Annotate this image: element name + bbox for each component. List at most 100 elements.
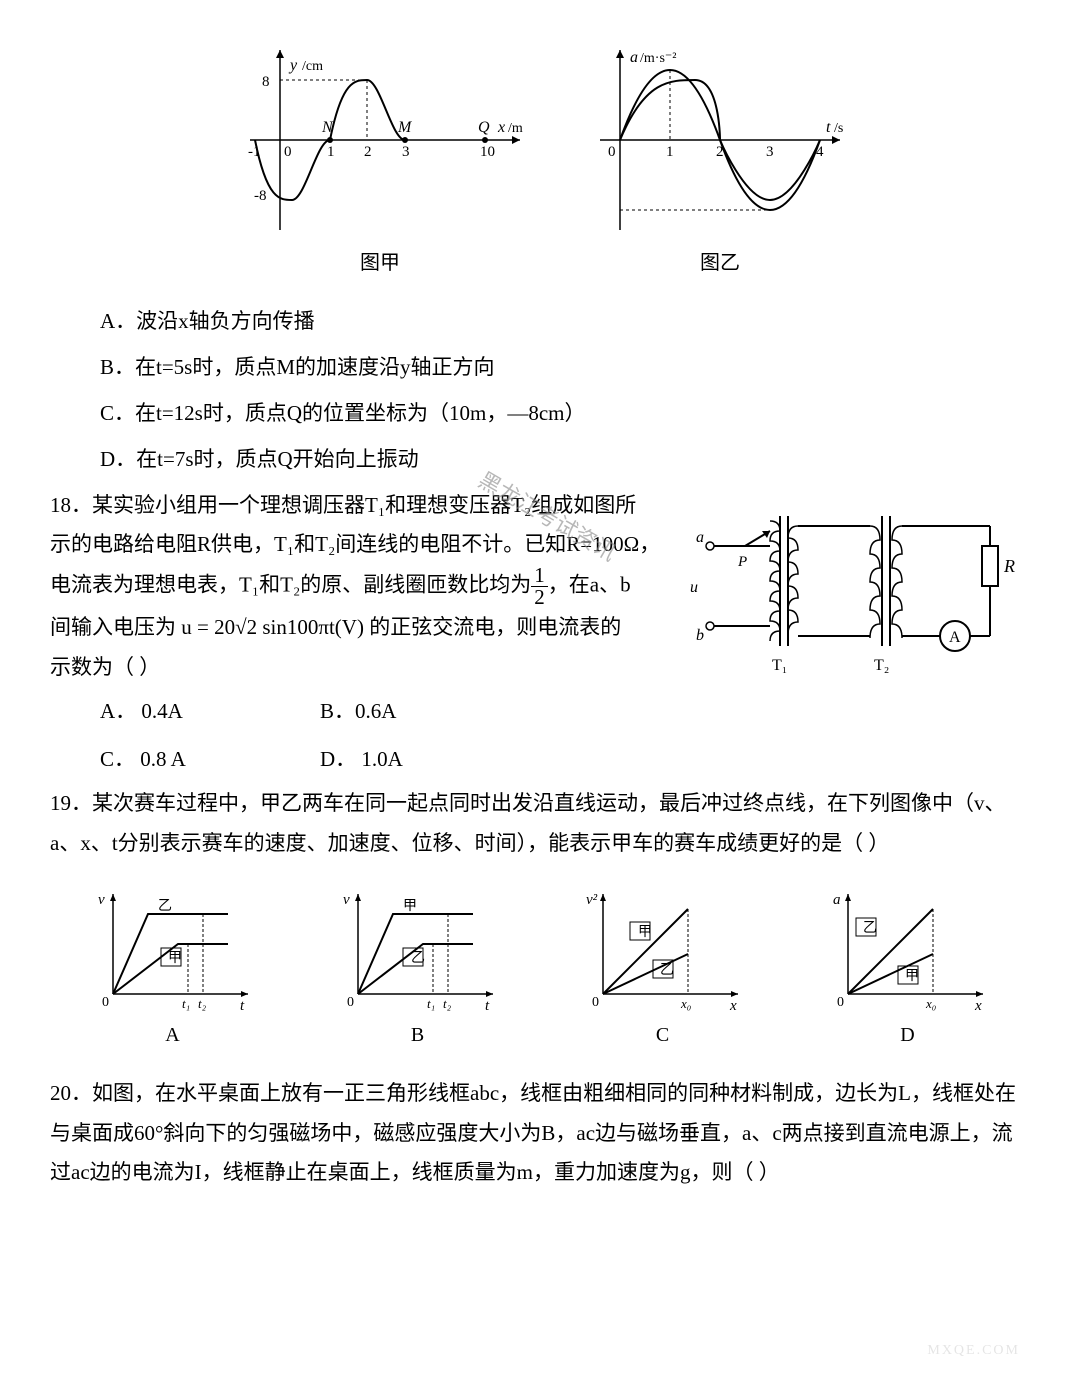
graph-c: v² x 0 甲 乙 x₀ C — [578, 884, 748, 1054]
svg-text:v: v — [98, 892, 105, 908]
svg-text:R: R — [1003, 556, 1015, 576]
svg-text:2: 2 — [364, 144, 372, 160]
q18-num: 18． — [50, 493, 92, 517]
svg-text:3: 3 — [766, 144, 774, 160]
figure-yi-caption: 图乙 — [700, 244, 740, 282]
svg-text:t: t — [485, 998, 490, 1014]
svg-text:v: v — [343, 892, 350, 908]
q20-text: 如图，在水平桌面上放有一正三角形线框abc，线框由粗细相同的同种材料制成，边长为… — [50, 1081, 1016, 1185]
svg-text:4: 4 — [816, 144, 824, 160]
svg-text:y: y — [288, 57, 298, 74]
figures-row: y/cm 8 -8 -1 0 1 2 3 10 x/m N M Q 图甲 — [50, 40, 1030, 282]
svg-text:8: 8 — [262, 74, 270, 90]
svg-text:乙: 乙 — [158, 898, 172, 914]
q19-text: 某次赛车过程中，甲乙两车在同一起点同时出发沿直线运动，最后冲过终点线，在下列图像… — [50, 791, 1006, 855]
svg-text:x: x — [497, 119, 505, 136]
svg-text:t₂: t₂ — [198, 996, 207, 1011]
figure-jia-svg: y/cm 8 -8 -1 0 1 2 3 10 x/m N M Q — [230, 40, 530, 240]
svg-text:0: 0 — [284, 144, 292, 160]
q18-opt-b: B．0.6A — [320, 692, 540, 732]
graph-a: v t 0 乙 甲 t₁ t₂ A — [88, 884, 258, 1054]
svg-text:a: a — [630, 49, 638, 66]
q17-option-b: B．在t=5s时，质点M的加速度沿y轴正方向 — [100, 348, 1030, 388]
svg-text:1: 1 — [327, 144, 335, 160]
svg-text:t: t — [240, 998, 245, 1014]
frac-num: 1 — [531, 565, 548, 587]
svg-text:a: a — [833, 892, 841, 908]
svg-text:/m: /m — [508, 121, 523, 136]
svg-text:T₂: T₂ — [874, 657, 889, 674]
svg-text:v²: v² — [586, 892, 598, 908]
q18-opt-a: A． 0.4A — [100, 692, 320, 732]
svg-text:-1: -1 — [248, 144, 261, 160]
graph-d: a x 0 乙 甲 x₀ D — [823, 884, 993, 1054]
q20-num: 20． — [50, 1081, 92, 1105]
q17-option-c: C．在t=12s时，质点Q的位置坐标为（10m，—8cm） — [100, 394, 1030, 434]
graph-d-letter: D — [900, 1016, 914, 1054]
svg-text:0: 0 — [347, 995, 354, 1010]
q19: 19．某次赛车过程中，甲乙两车在同一起点同时出发沿直线运动，最后冲过终点线，在下… — [50, 784, 1030, 864]
graph-a-letter: A — [165, 1016, 179, 1054]
svg-text:x: x — [729, 998, 737, 1014]
svg-text:t: t — [826, 119, 831, 136]
svg-text:-8: -8 — [254, 188, 267, 204]
svg-text:1: 1 — [666, 144, 674, 160]
q20: 20．如图，在水平桌面上放有一正三角形线框abc，线框由粗细相同的同种材料制成，… — [50, 1074, 1030, 1194]
svg-text:乙: 乙 — [660, 962, 674, 978]
q18-options: A． 0.4A B．0.6A C． 0.8 A D． 1.0A — [50, 688, 670, 784]
svg-text:x₀: x₀ — [680, 996, 691, 1011]
watermark-logo: MXQE.COM — [927, 1338, 1020, 1365]
q18-opt-d: D． 1.0A — [320, 740, 540, 780]
q18-opt-c: C． 0.8 A — [100, 740, 320, 780]
svg-text:0: 0 — [608, 144, 616, 160]
svg-text:P: P — [737, 554, 747, 570]
svg-text:0: 0 — [837, 995, 844, 1010]
figure-jia-caption: 图甲 — [360, 244, 400, 282]
q18-t2: 示的电路给电阻R供电，T₁和T₂间连线的电阻不计。已知R=100Ω， — [50, 532, 660, 556]
svg-text:b: b — [696, 627, 704, 644]
svg-text:/m·s⁻²: /m·s⁻² — [640, 51, 676, 66]
svg-text:x₀: x₀ — [925, 996, 936, 1011]
svg-text:10: 10 — [480, 144, 495, 160]
q19-graphs: v t 0 乙 甲 t₁ t₂ A v t 0 甲 — [50, 884, 1030, 1054]
svg-text:0: 0 — [102, 995, 109, 1010]
q19-num: 19． — [50, 791, 92, 815]
svg-text:N: N — [321, 119, 334, 136]
svg-text:u: u — [690, 579, 698, 596]
svg-text:a: a — [696, 529, 704, 546]
svg-text:t₁: t₁ — [182, 996, 190, 1011]
q18-t3: 电流表为理想电表，T₁和T₂的原、副线圈匝数比均为 — [50, 573, 531, 597]
graph-c-letter: C — [656, 1016, 669, 1054]
svg-text:T₁: T₁ — [772, 657, 787, 674]
svg-text:x: x — [974, 998, 982, 1014]
frac-den: 2 — [531, 587, 548, 608]
svg-text:3: 3 — [402, 144, 410, 160]
q18-circuit: a b u P T₁ T₂ R A — [690, 486, 1030, 686]
svg-text:甲: 甲 — [168, 951, 182, 966]
svg-text:t₂: t₂ — [443, 996, 452, 1011]
q18: 18．某实验小组用一个理想调压器T₁和理想变压器T₂组成如图所 示的电路给电阻R… — [50, 486, 1030, 784]
figure-yi-svg: a/m·s⁻² 0 1 2 3 4 t/s — [590, 40, 850, 240]
graph-b-letter: B — [411, 1016, 424, 1054]
q18-t3b: ，在a、b — [548, 573, 631, 597]
svg-text:M: M — [397, 119, 413, 136]
svg-text:Q: Q — [478, 119, 490, 136]
q18-t5: 示数为（ ） — [50, 655, 160, 679]
q17-options: A．波沿x轴负方向传播 B．在t=5s时，质点M的加速度沿y轴正方向 C．在t=… — [50, 302, 1030, 480]
svg-text:/cm: /cm — [302, 59, 323, 74]
svg-text:A: A — [949, 629, 961, 646]
svg-text:甲: 甲 — [905, 969, 919, 984]
figure-yi: a/m·s⁻² 0 1 2 3 4 t/s 图乙 — [590, 40, 850, 282]
q18-t4: 间输入电压为 u = 20√2 sin100πt(V) 的正弦交流电，则电流表的 — [50, 615, 621, 639]
q17-option-a: A．波沿x轴负方向传播 — [100, 302, 1030, 342]
figure-jia: y/cm 8 -8 -1 0 1 2 3 10 x/m N M Q 图甲 — [230, 40, 530, 282]
svg-text:2: 2 — [716, 144, 724, 160]
svg-text:t₁: t₁ — [427, 996, 435, 1011]
graph-b: v t 0 甲 乙 t₁ t₂ B — [333, 884, 503, 1054]
q17-option-d: D．在t=7s时，质点Q开始向上振动 — [100, 440, 1030, 480]
svg-text:/s: /s — [834, 121, 843, 136]
svg-text:0: 0 — [592, 995, 599, 1010]
q18-t1: 某实验小组用一个理想调压器T₁和理想变压器T₂组成如图所 — [92, 493, 636, 517]
q18-text: 18．某实验小组用一个理想调压器T₁和理想变压器T₂组成如图所 示的电路给电阻R… — [50, 486, 670, 784]
svg-text:乙: 乙 — [863, 920, 877, 936]
